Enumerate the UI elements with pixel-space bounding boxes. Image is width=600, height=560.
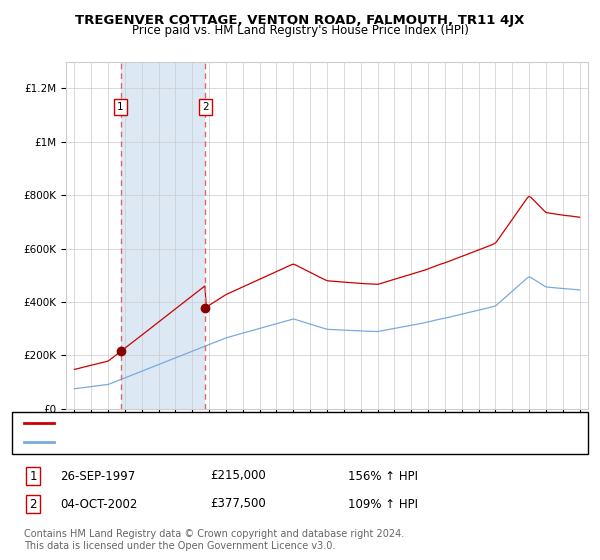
Text: TREGENVER COTTAGE, VENTON ROAD, FALMOUTH, TR11 4JX: TREGENVER COTTAGE, VENTON ROAD, FALMOUTH… — [76, 14, 524, 27]
Text: £215,000: £215,000 — [210, 469, 266, 483]
Text: £377,500: £377,500 — [210, 497, 266, 511]
Text: 26-SEP-1997: 26-SEP-1997 — [60, 469, 135, 483]
Text: 2: 2 — [202, 102, 208, 112]
Text: 156% ↑ HPI: 156% ↑ HPI — [348, 469, 418, 483]
Text: 109% ↑ HPI: 109% ↑ HPI — [348, 497, 418, 511]
Text: 04-OCT-2002: 04-OCT-2002 — [60, 497, 137, 511]
Text: Price paid vs. HM Land Registry's House Price Index (HPI): Price paid vs. HM Land Registry's House … — [131, 24, 469, 36]
Text: 1: 1 — [117, 102, 124, 112]
Text: 2: 2 — [29, 497, 37, 511]
Text: HPI: Average price, detached house, Cornwall: HPI: Average price, detached house, Corn… — [60, 437, 314, 447]
Bar — [121, 62, 205, 409]
Text: Contains HM Land Registry data © Crown copyright and database right 2024.
This d: Contains HM Land Registry data © Crown c… — [24, 529, 404, 551]
Text: 1: 1 — [29, 469, 37, 483]
Text: TREGENVER COTTAGE, VENTON ROAD, FALMOUTH, TR11 4JX (detached house): TREGENVER COTTAGE, VENTON ROAD, FALMOUTH… — [60, 418, 500, 428]
